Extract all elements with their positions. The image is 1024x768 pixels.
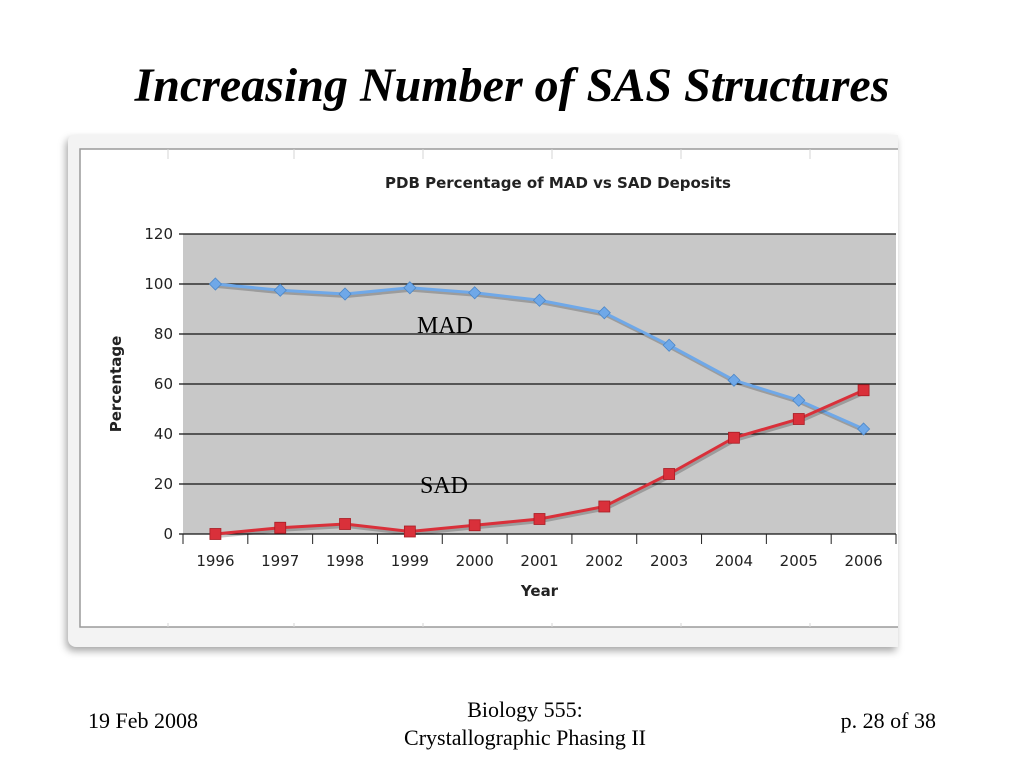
x-tick-label: 2001	[520, 552, 558, 570]
data-point-mad	[403, 281, 417, 295]
y-tick-label: 20	[154, 475, 173, 493]
x-tick-label: 1996	[196, 552, 234, 570]
data-point-sad	[857, 384, 870, 397]
series-label-mad: MAD	[417, 313, 473, 339]
data-point-sad	[468, 519, 481, 532]
y-tick-label: 40	[154, 425, 173, 443]
data-point-sad	[663, 468, 676, 480]
x-tick-label: 1999	[391, 552, 429, 570]
data-point-mad	[273, 283, 287, 297]
data-point-sad	[339, 518, 351, 530]
data-point-sad	[598, 500, 611, 513]
data-point-mad	[468, 286, 482, 300]
data-point-mad	[857, 422, 871, 436]
data-point-mad	[662, 338, 676, 352]
footer-course-line1: Biology 555:	[467, 697, 583, 722]
data-point-mad	[792, 393, 806, 407]
x-tick-label: 1997	[261, 552, 299, 570]
x-tick-label: 1998	[326, 552, 364, 570]
series-layer	[208, 277, 871, 540]
data-point-sad	[728, 431, 740, 444]
y-tick-label: 80	[154, 325, 173, 343]
y-tick-label: 60	[154, 375, 173, 393]
footer-date: 19 Feb 2008	[88, 708, 198, 733]
footer-page-number: p. 28 of 38	[840, 708, 936, 733]
y-tick-label: 0	[163, 525, 173, 543]
chart-frame: PDB Percentage of MAD vs SAD Deposits 0 2…	[68, 135, 898, 647]
data-point-sad	[792, 413, 805, 425]
series-label-sad: SAD	[420, 473, 468, 499]
x-tick-label: 2002	[585, 552, 623, 570]
x-tick-labels: 1996 1997 1998 1999 2000 2001 2002 2003 2004 2005…	[182, 534, 897, 570]
y-tick-label: 120	[144, 225, 173, 243]
data-point-mad	[727, 373, 741, 387]
plot-gridlines	[179, 233, 896, 535]
data-point-mad	[338, 287, 352, 301]
x-axis-label: Year	[520, 582, 559, 600]
data-point-sad	[533, 513, 546, 525]
x-tick-label: 2006	[844, 552, 882, 570]
data-point-sad	[274, 521, 287, 534]
data-point-mad	[597, 306, 611, 320]
y-axis-label: Percentage	[107, 336, 125, 433]
x-tick-label: 2000	[456, 552, 494, 570]
data-point-mad	[208, 277, 222, 291]
x-tick-label: 2005	[780, 552, 818, 570]
x-tick-label: 2004	[715, 552, 753, 570]
chart-title: PDB Percentage of MAD vs SAD Deposits	[385, 174, 731, 192]
footer-course-line2: Crystallographic Phasing II	[404, 725, 646, 750]
y-tick-labels: 0 20 40 60 80 100 120	[144, 225, 173, 543]
spreadsheet-gridlines	[167, 149, 811, 627]
data-point-mad	[532, 293, 547, 307]
line-chart: PDB Percentage of MAD vs SAD Deposits 0 2…	[79, 148, 898, 628]
data-point-sad	[403, 525, 416, 538]
x-tick-label: 2003	[650, 552, 688, 570]
data-point-sad	[209, 528, 222, 540]
y-tick-label: 100	[144, 275, 173, 293]
footer-course: Biology 555: Crystallographic Phasing II	[330, 696, 720, 752]
slide-title: Increasing Number of SAS Structures	[134, 59, 890, 112]
